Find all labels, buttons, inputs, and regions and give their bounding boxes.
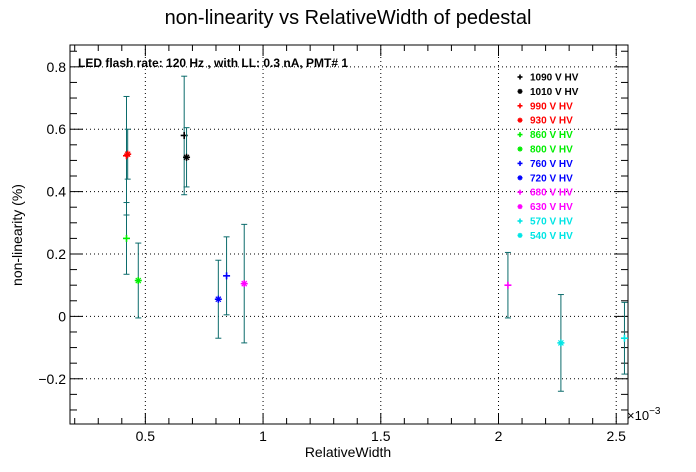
- legend-marker: [517, 146, 523, 152]
- legend-label: 720 V HV: [530, 173, 573, 184]
- legend-marker: [517, 218, 523, 224]
- legend-label: 570 V HV: [530, 217, 573, 228]
- legend-marker: [517, 204, 523, 210]
- legend-entry-4: 860 V HV: [517, 130, 573, 141]
- legend-entry-6: 760 V HV: [517, 159, 573, 170]
- point-marker: [124, 150, 132, 158]
- legend-label: 800 V HV: [530, 145, 573, 156]
- legend-entry-7: 720 V HV: [517, 173, 573, 184]
- legend-label: 930 V HV: [530, 116, 573, 127]
- legend-marker: [517, 132, 523, 138]
- point-marker: [504, 281, 512, 289]
- series-point-9: [240, 223, 248, 344]
- x-axis: 0.5 1 1.5 2 2.5: [74, 45, 626, 444]
- legend-marker: [517, 160, 523, 166]
- legend-entry-0: 1090 V HV: [517, 73, 579, 84]
- x-tick-label: 1.5: [371, 428, 391, 444]
- series-point-4: [123, 202, 131, 275]
- legend-label: 860 V HV: [530, 130, 573, 141]
- legend-label: 990 V HV: [530, 101, 573, 112]
- point-marker: [557, 339, 565, 347]
- chart-annotation: LED flash rate: 120 Hz , with LL: 0.3 nA…: [78, 56, 348, 70]
- y-axis: −0.2 0 0.2 0.4 0.6 0.8: [38, 50, 628, 411]
- x-axis-multiplier: ×10−3: [627, 406, 661, 423]
- legend-marker: [517, 232, 523, 238]
- point-marker: [123, 234, 131, 242]
- series-point-8: [504, 251, 512, 319]
- legend-label: 680 V HV: [530, 188, 573, 199]
- legend-label: 760 V HV: [530, 159, 573, 170]
- x-tick-label: 2: [495, 428, 503, 444]
- legend-label: 1090 V HV: [530, 73, 579, 84]
- y-tick-label: −0.2: [38, 371, 66, 387]
- x-multiplier-base: ×10: [627, 408, 649, 423]
- legend-marker: [517, 74, 523, 80]
- legend-marker: [517, 103, 523, 109]
- legend-label: 630 V HV: [530, 202, 573, 213]
- series-point-11: [557, 294, 565, 392]
- legend-label: 540 V HV: [530, 231, 573, 242]
- grid-lines: [70, 45, 628, 424]
- series-point-7: [214, 259, 222, 339]
- legend-entry-2: 990 V HV: [517, 101, 573, 112]
- plot-frame: [69, 44, 629, 425]
- point-marker: [214, 295, 222, 303]
- series-point-10: [620, 301, 628, 375]
- y-tick-label: 0.2: [47, 246, 67, 262]
- point-marker: [620, 334, 628, 342]
- series-point-1: [183, 127, 191, 188]
- legend-entry-5: 800 V HV: [517, 145, 573, 156]
- data-points: [123, 75, 628, 392]
- legend: 1090 V HV 1010 V HV 990 V HV 930 V HV 860 V …: [517, 73, 579, 242]
- y-tick-label: 0.8: [47, 59, 67, 75]
- x-tick-label: 0.5: [136, 428, 156, 444]
- series-point-3: [124, 128, 132, 180]
- legend-marker: [517, 88, 523, 94]
- legend-marker: [517, 189, 523, 195]
- point-marker: [223, 272, 231, 280]
- y-tick-label: 0.4: [47, 184, 67, 200]
- legend-entry-11: 540 V HV: [517, 231, 573, 242]
- point-marker: [183, 153, 191, 161]
- x-tick-label: 1: [259, 428, 267, 444]
- point-marker: [240, 280, 248, 288]
- legend-entry-10: 570 V HV: [517, 217, 573, 228]
- legend-entry-1: 1010 V HV: [517, 87, 579, 98]
- x-tick-label: 2.5: [606, 428, 626, 444]
- legend-entry-3: 930 V HV: [517, 116, 573, 127]
- point-marker: [134, 277, 142, 285]
- x-multiplier-exponent: −3: [649, 406, 661, 417]
- x-axis-label: RelativeWidth: [305, 444, 391, 460]
- legend-marker: [517, 175, 523, 181]
- legend-entry-9: 630 V HV: [517, 202, 573, 213]
- chart-title: non-linearity vs RelativeWidth of pedest…: [165, 7, 532, 29]
- legend-label: 1010 V HV: [530, 87, 579, 98]
- legend-entry-8: 680 V HV: [517, 188, 573, 199]
- y-tick-label: 0.6: [47, 121, 67, 137]
- series-point-5: [134, 242, 142, 319]
- y-axis-label: non-linearity (%): [9, 184, 25, 286]
- y-tick-label: 0: [58, 308, 66, 324]
- series-point-6: [223, 236, 231, 316]
- legend-marker: [517, 117, 523, 123]
